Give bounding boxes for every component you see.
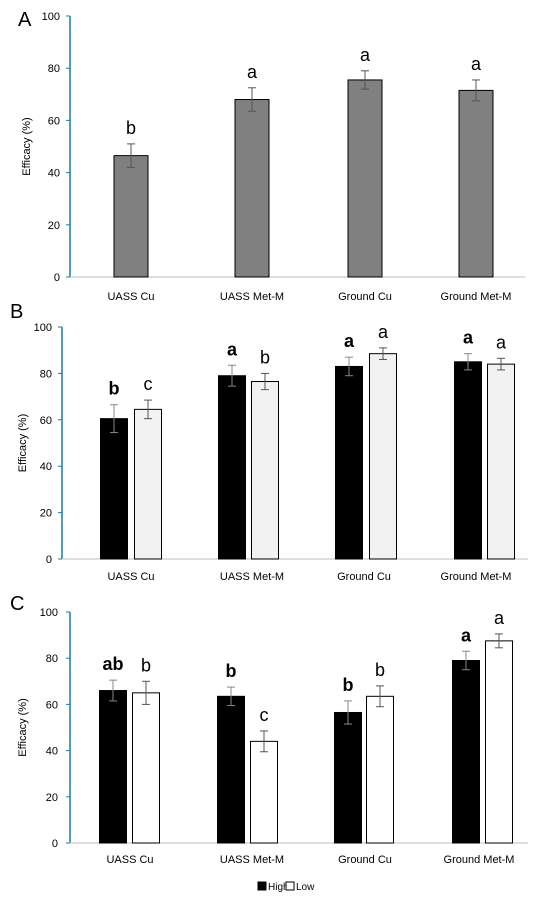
panel-label: B [10, 301, 23, 323]
legend: High Low [257, 881, 315, 893]
bar [487, 363, 515, 560]
bar [100, 418, 128, 560]
legend-swatch-low [285, 881, 295, 891]
y-tick-label: 80 [48, 63, 60, 75]
category-label: Ground Met-M [444, 854, 515, 866]
y-tick-label: 60 [40, 415, 52, 427]
y-tick-label: 40 [48, 168, 60, 180]
bar [485, 640, 513, 844]
significance-letter: a [463, 328, 474, 348]
y-tick-label: 20 [48, 220, 60, 232]
y-axis-title: Efficacy (%) [21, 117, 33, 175]
bar [454, 361, 482, 560]
y-tick-label: 40 [40, 461, 52, 473]
bar [347, 79, 383, 278]
significance-letter: a [494, 608, 505, 628]
bar [217, 695, 245, 844]
category-label: UASS Met-M [220, 571, 284, 583]
significance-letter: ab [102, 654, 123, 674]
bar [132, 692, 160, 844]
bar [366, 695, 394, 844]
y-tick-label: 20 [46, 792, 58, 804]
category-label: Ground Met-M [441, 291, 512, 303]
y-tick-label: 20 [40, 508, 52, 520]
y-tick-label: 60 [48, 115, 60, 127]
bar [452, 660, 480, 844]
panel-label: A [18, 9, 32, 31]
bar [99, 690, 127, 844]
significance-letter: b [109, 379, 120, 399]
bar [113, 155, 149, 278]
significance-letter: c [144, 374, 153, 394]
legend-label-high: High [268, 882, 289, 893]
significance-letter: b [226, 661, 237, 681]
category-label: UASS Cu [106, 854, 153, 866]
chart-panel-c: C 0 20 40 60 80 100 Efficacy (%) UASS Cu UASS Met… [10, 593, 528, 893]
significance-letter: a [378, 322, 389, 342]
significance-letter: b [126, 118, 136, 138]
bar [251, 381, 279, 560]
significance-letter: b [260, 347, 270, 367]
bar [334, 711, 362, 844]
y-tick-label: 0 [54, 272, 60, 284]
significance-letter: a [344, 331, 355, 351]
y-tick-label: 100 [42, 11, 60, 23]
y-tick-label: 80 [40, 368, 52, 380]
category-label: Ground Cu [338, 854, 392, 866]
y-tick-label: 100 [34, 322, 52, 334]
y-tick-label: 60 [46, 699, 58, 711]
category-label: UASS Cu [107, 571, 154, 583]
chart-panel-b: B 0 20 40 60 80 100 Efficacy (%) UASS Cu UASS Met… [10, 301, 528, 583]
bar [458, 89, 494, 278]
significance-letter: b [141, 655, 151, 675]
category-label: Ground Cu [337, 571, 391, 583]
significance-letter: b [375, 660, 385, 680]
significance-letter: a [496, 332, 507, 352]
panel-label: C [10, 593, 24, 615]
category-label: Ground Cu [338, 291, 392, 303]
legend-swatch-high [257, 881, 267, 891]
bar [218, 375, 246, 560]
y-tick-label: 0 [46, 554, 52, 566]
category-label: UASS Met-M [220, 854, 284, 866]
y-axis-title: Efficacy (%) [17, 414, 29, 472]
y-tick-label: 100 [40, 607, 58, 619]
y-axis-title: Efficacy (%) [17, 698, 29, 756]
significance-letter: b [343, 675, 354, 695]
chart-panel-a: A 0 20 40 60 80 100 Efficacy (%) UASS Cu UASS Met… [18, 9, 525, 303]
significance-letter: a [247, 62, 258, 82]
category-label: Ground Met-M [441, 571, 512, 583]
bar [335, 365, 363, 560]
legend-label-low: Low [296, 882, 315, 893]
significance-letter: c [260, 705, 269, 725]
significance-letter: a [360, 45, 371, 65]
significance-letter: a [227, 339, 238, 359]
significance-letter: a [471, 54, 482, 74]
category-label: UASS Cu [107, 291, 154, 303]
bar [369, 353, 397, 560]
y-tick-label: 0 [52, 838, 58, 850]
bar [134, 408, 162, 560]
y-tick-label: 80 [46, 653, 58, 665]
y-tick-label: 40 [46, 746, 58, 758]
bar [234, 99, 270, 278]
bar [250, 740, 278, 844]
significance-letter: a [461, 625, 472, 645]
category-label: UASS Met-M [220, 291, 284, 303]
